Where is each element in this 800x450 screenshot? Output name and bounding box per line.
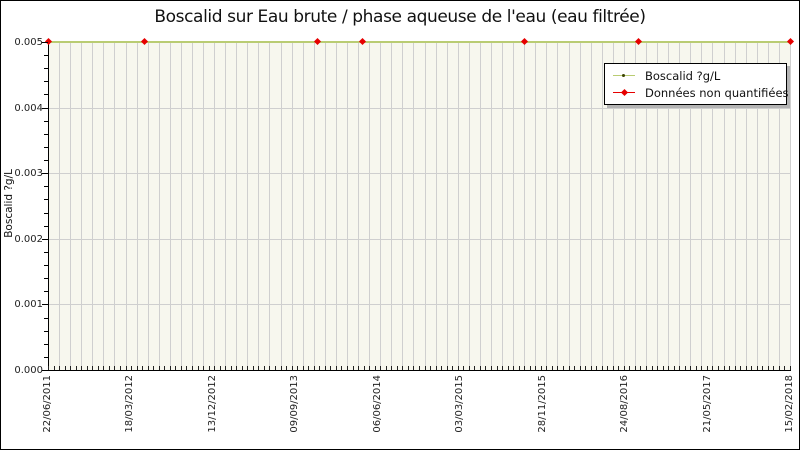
x-tick-label: 13/12/2012 (206, 375, 218, 433)
legend-label: Données non quantifiées (645, 85, 789, 100)
nonquant-diamond-marker (521, 37, 529, 46)
legend-entry-non-quantifiees: Données non quantifiées (611, 84, 789, 101)
x-tick-label: 03/03/2015 (454, 375, 466, 433)
x-tick-label: 22/06/2011 (42, 375, 53, 433)
nonquant-diamond-marker (358, 37, 366, 46)
x-tick-label: 09/09/2013 (289, 375, 301, 433)
line-point-marker-icon (611, 71, 637, 81)
y-tick-label: 0.002 (14, 233, 43, 245)
series-line (49, 41, 791, 43)
legend: Boscalid ?g/L Données non quantifiées (604, 63, 789, 105)
y-axis-title: Boscalid ?g/L (3, 169, 15, 238)
x-tick-label: 15/02/2018 (784, 375, 795, 433)
x-tick-label: 28/11/2015 (536, 375, 548, 433)
y-tick-label: 0.004 (14, 102, 43, 114)
red-diamond-marker-icon (611, 88, 637, 98)
x-tick-label: 21/05/2017 (701, 375, 713, 433)
legend-entry-boscalid: Boscalid ?g/L (611, 67, 780, 84)
y-tick-label: 0.003 (14, 168, 43, 180)
y-tick-label: 0.000 (14, 365, 43, 376)
y-tick-label: 0.001 (14, 299, 43, 311)
x-tick-label: 18/03/2012 (124, 375, 136, 433)
legend-label: Boscalid ?g/L (645, 68, 721, 83)
nonquant-diamond-marker (314, 37, 322, 46)
chart-title: Boscalid sur Eau brute / phase aqueuse d… (154, 7, 646, 27)
x-tick-label: 06/06/2014 (371, 375, 383, 433)
x-tick-label: 24/08/2016 (619, 375, 631, 433)
y-tick-label: 0.005 (14, 37, 43, 48)
nonquant-diamond-marker (786, 37, 795, 46)
